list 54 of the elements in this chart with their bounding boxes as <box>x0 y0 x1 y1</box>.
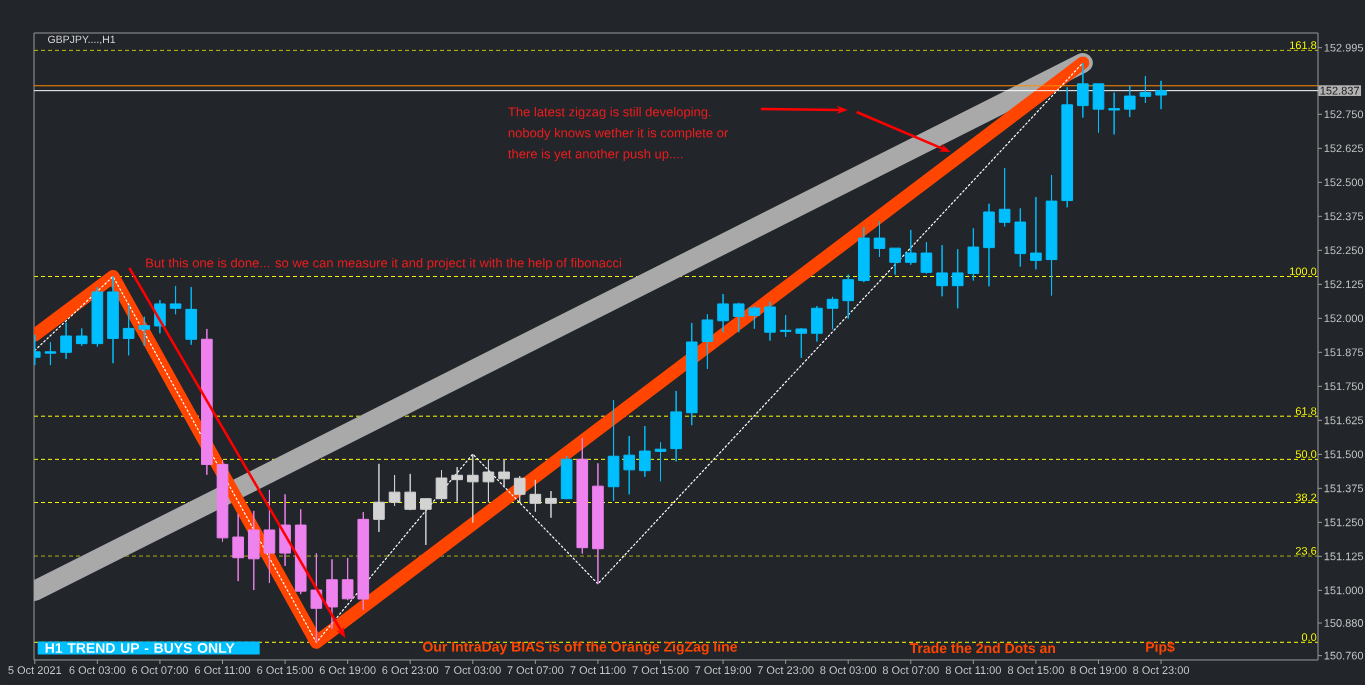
annotation: But this one is done... so we can measure it and project it with the help of fibonacci <box>146 257 621 271</box>
annotation: nobody knows wether it is complete or <box>508 127 729 141</box>
y-tick-label: 152.375 <box>1324 212 1364 221</box>
x-tick-label: 5 Oct 2021 <box>8 666 62 675</box>
y-tick-label: 152.500 <box>1324 178 1364 187</box>
x-tick-label: 6 Oct 07:00 <box>132 666 188 675</box>
annotation: Our IntraDay BIAS is off the Orange ZigZag line <box>423 641 737 655</box>
y-tick-label: 151.500 <box>1324 450 1364 459</box>
x-tick-label: 8 Oct 19:00 <box>1070 666 1127 675</box>
x-tick-label: 8 Oct 03:00 <box>820 666 877 675</box>
y-tick-label: 152.625 <box>1324 144 1364 153</box>
ref-line-label: 50.0 <box>1295 450 1317 459</box>
y-tick-label: 151.000 <box>1324 586 1364 595</box>
x-tick-label: 7 Oct 03:00 <box>444 666 501 675</box>
annotation: Trade the 2nd Dots an <box>909 642 1056 654</box>
y-tick-label: 151.625 <box>1324 416 1364 425</box>
x-tick-label: 7 Oct 23:00 <box>757 666 814 675</box>
y-tick-label: 152.125 <box>1324 280 1364 289</box>
y-tick-label: 151.125 <box>1324 552 1364 561</box>
annotation: Pip$ <box>1146 641 1175 655</box>
x-tick-label: 8 Oct 23:00 <box>1133 666 1190 675</box>
ref-line-label: 152.837 <box>1320 86 1359 95</box>
x-tick-label: 8 Oct 11:00 <box>945 666 1001 675</box>
y-tick-label: 151.375 <box>1324 484 1364 493</box>
ref-line-label: 61.8 <box>1295 407 1317 415</box>
x-tick-label: 6 Oct 03:00 <box>69 666 126 675</box>
y-tick-label: 150.760 <box>1324 651 1364 660</box>
y-tick-label: 151.875 <box>1324 348 1364 357</box>
y-tick-label: 152.000 <box>1324 314 1364 323</box>
x-tick-label: 8 Oct 15:00 <box>1007 666 1064 675</box>
ref-line-label: 0.0 <box>1301 633 1317 642</box>
ref-line-label: 23.6 <box>1295 546 1317 555</box>
x-tick-label: 7 Oct 11:00 <box>570 666 626 675</box>
annotation: The latest zigzag is still developing. <box>508 106 711 120</box>
ref-line-label: 38.2 <box>1295 493 1317 502</box>
y-tick-label: 150.880 <box>1324 619 1364 627</box>
x-tick-label: 6 Oct 15:00 <box>257 666 314 675</box>
y-tick-label: 151.250 <box>1324 518 1364 527</box>
x-tick-label: 8 Oct 07:00 <box>882 666 939 675</box>
x-tick-label: 6 Oct 11:00 <box>195 666 251 675</box>
ref-line-label: 161.8 <box>1290 41 1317 50</box>
x-tick-label: 6 Oct 23:00 <box>382 666 439 675</box>
annotation: there is yet another push up.... <box>508 148 683 162</box>
y-tick-label: 152.250 <box>1324 246 1364 255</box>
chart-title: GBPJPY....,H1 <box>48 35 116 45</box>
y-tick-label: 151.750 <box>1324 382 1364 391</box>
y-tick-label: 152.995 <box>1324 43 1364 52</box>
x-tick-label: 7 Oct 07:00 <box>507 666 564 675</box>
y-tick-label: 152.750 <box>1324 110 1364 119</box>
ref-line-label: 100.0 <box>1290 267 1317 276</box>
x-tick-label: 6 Oct 19:00 <box>319 666 376 675</box>
annotation: H1 TREND UP - BUYS ONLY <box>45 643 235 653</box>
x-tick-label: 7 Oct 19:00 <box>695 666 752 675</box>
x-tick-label: 7 Oct 15:00 <box>632 666 689 675</box>
